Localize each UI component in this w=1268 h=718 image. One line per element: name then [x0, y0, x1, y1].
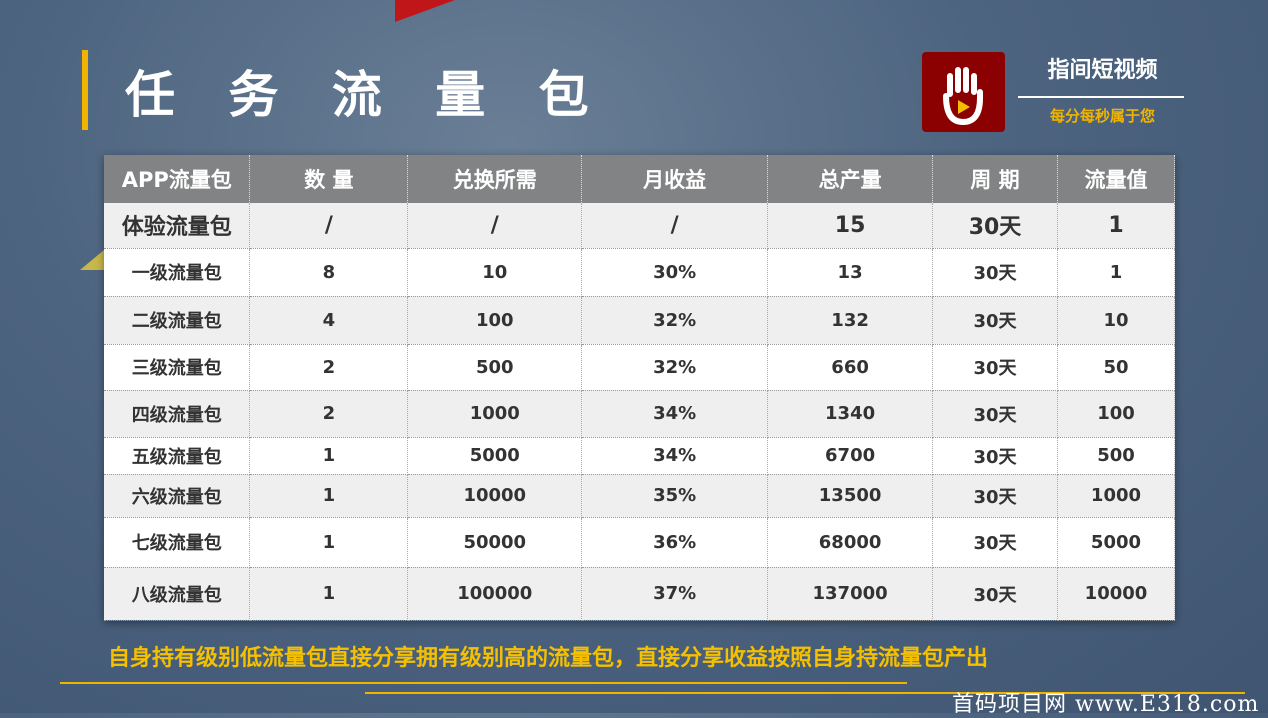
- traffic-package-table: APP流量包数 量兑换所需 月收益 总产量周 期流量值 体验流量包 / //15 30天 1…: [104, 155, 1176, 621]
- table-cell: 30天: [932, 203, 1058, 249]
- table-cell: 一级流量包: [104, 248, 251, 297]
- table-cell: 8: [249, 248, 409, 297]
- column-header: 月收益: [581, 155, 769, 203]
- table-row: 一级流量包 8 10 30% 13 30天 1: [104, 248, 1176, 297]
- table-cell: 100000: [407, 567, 583, 621]
- table-cell: 30%: [581, 248, 769, 297]
- table-row: 七级流量包 1 50000 36% 68000 30天 5000: [104, 517, 1176, 568]
- table-cell: 500: [407, 344, 583, 391]
- table-cell: 32%: [581, 344, 769, 391]
- table-cell: 四级流量包: [104, 390, 251, 438]
- table-cell: 500: [1057, 437, 1176, 475]
- table-cell: 30天: [932, 344, 1058, 391]
- table-cell: 68000: [767, 517, 934, 568]
- table-cell: 1000: [1057, 474, 1176, 518]
- table-cell: 七级流量包: [104, 517, 251, 568]
- table-row: 体验流量包 / //15 30天 1: [104, 203, 1176, 249]
- table-cell: 137000: [767, 567, 934, 621]
- table-cell: 1: [249, 567, 409, 621]
- table-cell: 1: [249, 474, 409, 518]
- table-cell: 10000: [1057, 567, 1176, 621]
- table-cell: /: [581, 203, 769, 249]
- table-cell: 100: [407, 296, 583, 345]
- divider-line: [365, 692, 1245, 694]
- table-cell: /: [407, 203, 583, 249]
- table-cell: 30天: [932, 474, 1058, 518]
- page-title: 任 务 流 量 包: [125, 66, 607, 124]
- table-cell: 1000: [407, 390, 583, 438]
- table-cell: 30天: [932, 567, 1058, 621]
- table-cell: 34%: [581, 437, 769, 475]
- divider-line: [60, 682, 907, 684]
- table-row: 八级流量包 1 100000 37% 137000 30天 10000: [104, 567, 1176, 621]
- table-cell: 10: [407, 248, 583, 297]
- table-cell: 30天: [932, 390, 1058, 438]
- column-header: 数 量: [249, 155, 409, 203]
- table-cell: 32%: [581, 296, 769, 345]
- table-cell: 37%: [581, 567, 769, 621]
- column-header: APP流量包: [104, 155, 251, 203]
- table-cell: 50: [1057, 344, 1176, 391]
- column-header: 周 期: [932, 155, 1058, 203]
- table-cell: 35%: [581, 474, 769, 518]
- column-header: 流量值: [1057, 155, 1176, 203]
- title-accent-bar: [82, 50, 88, 130]
- table-cell: 13500: [767, 474, 934, 518]
- table-row: 六级流量包 1 10000 35% 13500 30天 1000: [104, 474, 1176, 518]
- table-cell: 2: [249, 390, 409, 438]
- hand-play-icon: [922, 52, 1005, 132]
- table-cell: 13: [767, 248, 934, 297]
- table-cell: 4: [249, 296, 409, 345]
- column-header: 兑换所需: [407, 155, 583, 203]
- table-row: 四级流量包 2 1000 34% 1340 30天 100: [104, 390, 1176, 438]
- table-cell: 6700: [767, 437, 934, 475]
- decor-red-shape: [395, 0, 455, 22]
- table-cell: 15: [767, 203, 934, 249]
- table-cell: 1: [1057, 248, 1176, 297]
- table-row: 二级流量包 4 100 32% 132 30天 10: [104, 296, 1176, 345]
- table-cell: 八级流量包: [104, 567, 251, 621]
- table-cell: 5000: [407, 437, 583, 475]
- decor-triangle: [80, 250, 104, 270]
- table-cell: 1: [1057, 203, 1176, 249]
- table-cell: 1: [249, 437, 409, 475]
- table-cell: 30天: [932, 296, 1058, 345]
- watermark: 首码项目网 www.E318.com: [952, 692, 1260, 717]
- table-cell: 2: [249, 344, 409, 391]
- table-cell: 30天: [932, 517, 1058, 568]
- table-cell: 34%: [581, 390, 769, 438]
- brand-divider: [1018, 96, 1184, 98]
- table-cell: 10: [1057, 296, 1176, 345]
- table-cell: 36%: [581, 517, 769, 568]
- table-cell: 1: [249, 517, 409, 568]
- table-cell: 132: [767, 296, 934, 345]
- table-cell: 五级流量包: [104, 437, 251, 475]
- table-cell: 50000: [407, 517, 583, 568]
- table-cell: 三级流量包: [104, 344, 251, 391]
- brand-slogan: 每分每秒属于您: [1049, 107, 1155, 125]
- table-cell: /: [249, 203, 409, 249]
- table-row: 三级流量包 2 500 32% 660 30天 50: [104, 344, 1176, 391]
- table-header-row: APP流量包数 量兑换所需 月收益 总产量周 期流量值: [104, 155, 1176, 203]
- table-cell: 体验流量包: [104, 203, 251, 249]
- table-cell: 5000: [1057, 517, 1176, 568]
- table-cell: 660: [767, 344, 934, 391]
- table-row: 五级流量包 1 5000 34% 6700 30天 500: [104, 437, 1176, 475]
- table-cell: 1340: [767, 390, 934, 438]
- table-cell: 二级流量包: [104, 296, 251, 345]
- brand-name: 指间短视频: [1047, 58, 1158, 83]
- footer-note: 自身持有级别低流量包直接分享拥有级别高的流量包，直接分享收益按照自身持流量包产出: [108, 646, 989, 671]
- table-cell: 30天: [932, 437, 1058, 475]
- table-cell: 10000: [407, 474, 583, 518]
- table-cell: 六级流量包: [104, 474, 251, 518]
- table-cell: 30天: [932, 248, 1058, 297]
- table-cell: 100: [1057, 390, 1176, 438]
- column-header: 总产量: [767, 155, 934, 203]
